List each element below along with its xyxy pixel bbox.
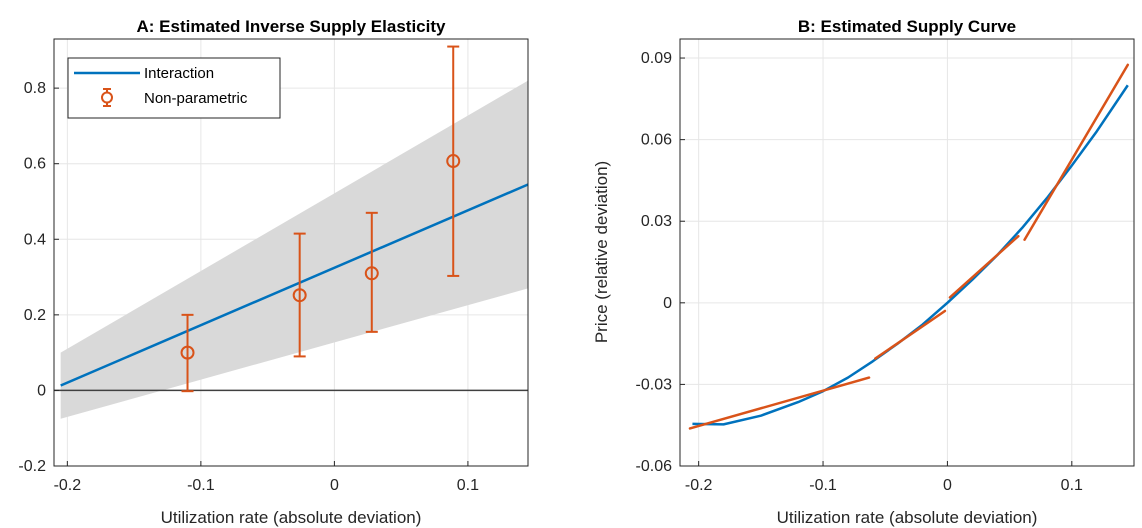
panel-b: -0.2 -0.1 0 0.1 -0.06 -0.03 0 0.03 0.06 0.09 B: … — [592, 17, 1135, 527]
x-tick-label: -0.2 — [54, 477, 82, 494]
y-tick-label: 0.03 — [641, 213, 672, 230]
panel-b-axes-frame — [679, 38, 1135, 467]
panel-a-y-ticks: -0.2 0 0.2 0.4 0.6 0.8 — [18, 80, 59, 475]
piecewise-segment — [688, 376, 871, 430]
x-tick-label: -0.1 — [809, 477, 837, 494]
errorbar-marker — [446, 154, 461, 169]
errorbar-point — [446, 45, 461, 277]
panel-b-y-axis-label: Price (relative deviation) — [592, 161, 611, 343]
errorbar-marker — [180, 345, 195, 360]
legend: Interaction Non-parametric — [67, 57, 281, 119]
piecewise-segment — [874, 309, 947, 360]
legend-label-interaction: Interaction — [144, 65, 214, 82]
legend-errorbar-swatch — [101, 88, 113, 107]
panel-a-errorbars — [180, 45, 461, 393]
panel-b-x-axis-label: Utilization rate (absolute deviation) — [777, 508, 1038, 527]
interaction-line — [60, 183, 529, 387]
piecewise-segment — [948, 234, 1020, 299]
panel-a-x-ticks: -0.2 -0.1 0 0.1 — [54, 461, 479, 494]
y-tick-label: 0 — [663, 295, 672, 312]
x-tick-label: 0 — [330, 477, 339, 494]
errorbar-marker — [292, 288, 307, 303]
y-tick-label: 0.8 — [24, 80, 46, 97]
y-tick-label: 0.06 — [641, 132, 672, 149]
y-tick-label: 0.09 — [641, 50, 672, 67]
errorbar-point — [180, 313, 195, 393]
legend-label-non-parametric: Non-parametric — [144, 90, 248, 107]
y-tick-label: -0.03 — [636, 376, 673, 393]
x-tick-label: -0.2 — [685, 477, 713, 494]
panel-a: -0.2 -0.1 0 0.1 -0.2 0 0.2 0.4 0.6 0.8 A: Estima… — [18, 17, 529, 527]
panel-a-title: A: Estimated Inverse Supply Elasticity — [137, 17, 446, 36]
x-tick-label: 0 — [943, 477, 952, 494]
panel-b-x-ticks: -0.2 -0.1 0 0.1 — [685, 461, 1083, 494]
piecewise-segment — [1023, 63, 1130, 241]
errorbar-point — [364, 211, 379, 333]
y-tick-label: -0.06 — [636, 458, 673, 475]
errorbar-marker — [364, 266, 379, 281]
y-tick-label: 0.2 — [24, 307, 46, 324]
panel-b-axes-background — [680, 39, 1134, 466]
panel-a-x-axis-label: Utilization rate (absolute deviation) — [161, 508, 422, 527]
y-tick-label: 0.4 — [24, 231, 46, 248]
panel-b-title: B: Estimated Supply Curve — [798, 17, 1016, 36]
x-tick-label: 0.1 — [457, 477, 479, 494]
y-tick-label: 0 — [37, 382, 46, 399]
panel-b-y-ticks: -0.06 -0.03 0 0.03 0.06 0.09 — [636, 50, 685, 475]
panel-a-axes-frame — [53, 38, 529, 467]
x-tick-label: -0.1 — [187, 477, 215, 494]
panel-a-series — [60, 183, 529, 387]
y-tick-label: 0.6 — [24, 156, 46, 173]
errorbar-point — [292, 232, 307, 358]
y-tick-label: -0.2 — [18, 458, 46, 475]
x-tick-label: 0.1 — [1061, 477, 1083, 494]
panel-b-segments — [688, 63, 1130, 430]
